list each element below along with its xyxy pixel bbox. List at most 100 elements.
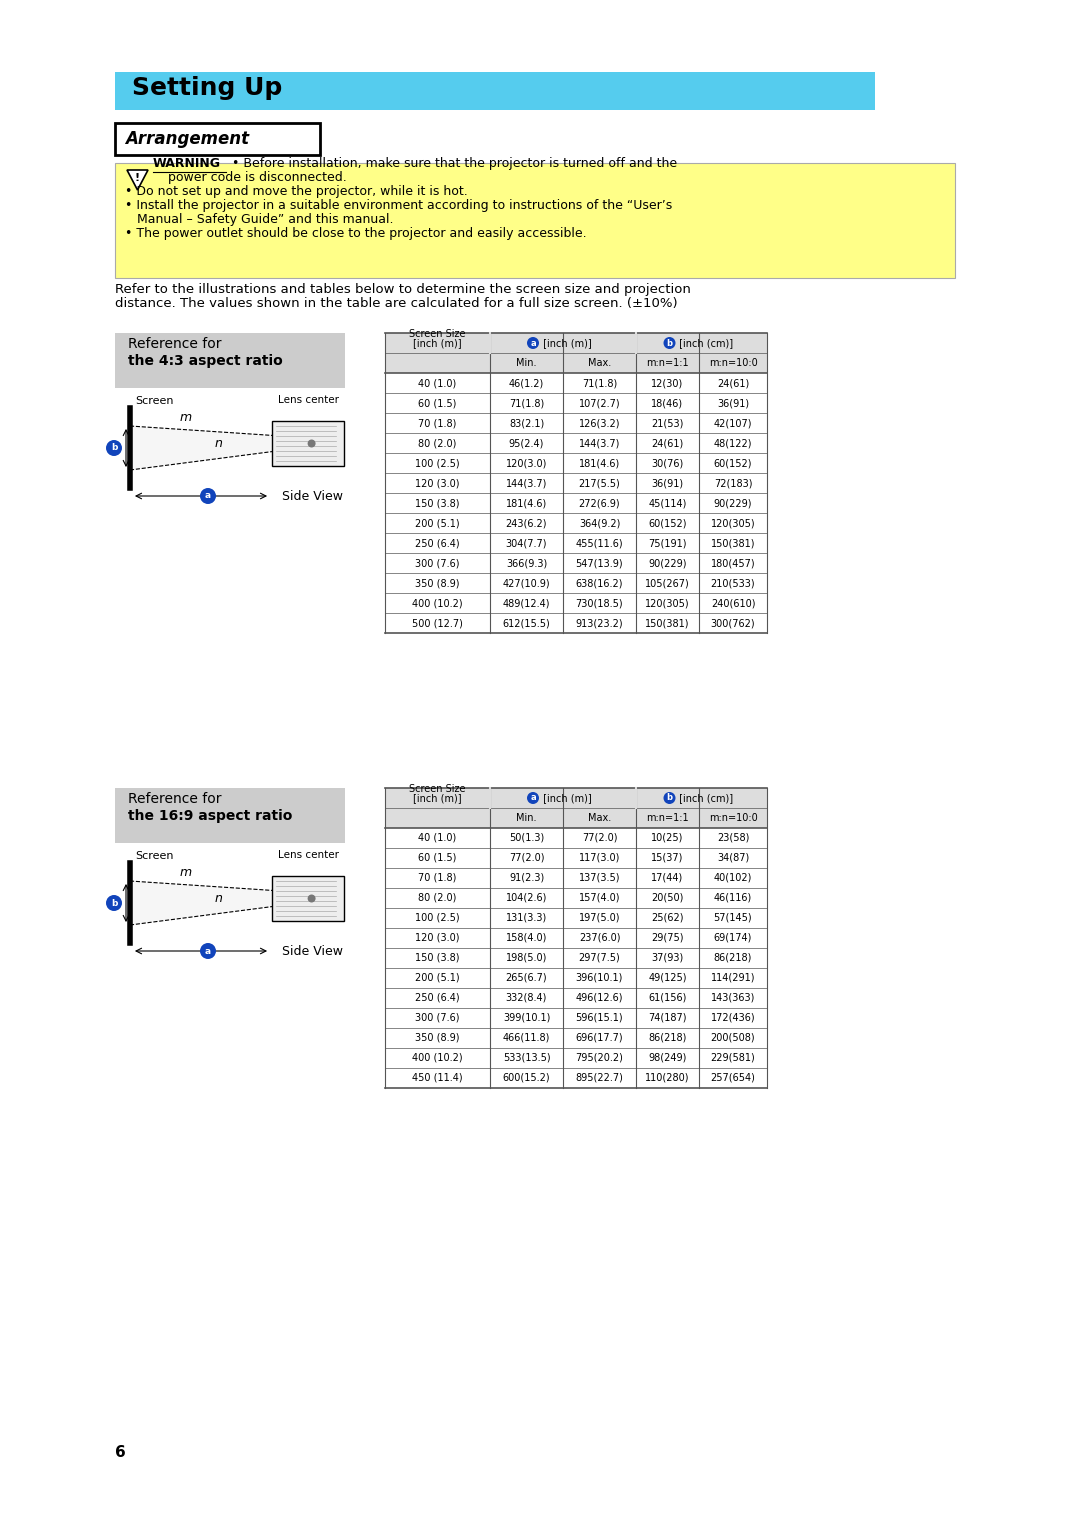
Text: n: n (215, 892, 222, 905)
Text: 455(11.6): 455(11.6) (576, 538, 623, 549)
Text: 72(183): 72(183) (714, 478, 753, 487)
Text: 157(4.0): 157(4.0) (579, 892, 620, 903)
Text: a: a (530, 793, 536, 802)
Text: m:n=1:1: m:n=1:1 (646, 813, 689, 824)
Text: 496(12.6): 496(12.6) (576, 993, 623, 1002)
Bar (114, 333, 345, 388)
Text: 60(152): 60(152) (648, 518, 687, 529)
Text: b: b (111, 443, 118, 452)
Text: 29(75): 29(75) (651, 934, 684, 943)
Text: 80 (2.0): 80 (2.0) (418, 892, 457, 903)
Bar (384, 452, 767, 474)
Text: [inch (m)]: [inch (m)] (414, 338, 462, 348)
Bar (384, 1068, 767, 1088)
Text: 20(50): 20(50) (651, 892, 684, 903)
Text: • Install the projector in a suitable environment according to instructions of t: • Install the projector in a suitable en… (125, 199, 672, 212)
Text: 181(4.6): 181(4.6) (505, 498, 548, 507)
Text: 40 (1.0): 40 (1.0) (418, 377, 457, 388)
Text: m:n=1:1: m:n=1:1 (646, 358, 689, 368)
Text: 18(46): 18(46) (651, 397, 684, 408)
Polygon shape (130, 882, 272, 924)
Text: 107(2.7): 107(2.7) (579, 397, 620, 408)
Text: 172(436): 172(436) (711, 1013, 755, 1024)
Text: 15(37): 15(37) (651, 853, 684, 863)
Text: 229(581): 229(581) (711, 1053, 755, 1063)
Text: 80 (2.0): 80 (2.0) (418, 439, 457, 448)
Circle shape (106, 440, 122, 455)
Bar (272, 876, 345, 921)
Text: 98(249): 98(249) (648, 1053, 687, 1063)
Text: 25(62): 25(62) (651, 914, 684, 923)
Text: Refer to the illustrations and tables below to determine the screen size and pro: Refer to the illustrations and tables be… (114, 283, 691, 296)
Text: 466(11.8): 466(11.8) (503, 1033, 550, 1044)
Text: 158(4.0): 158(4.0) (505, 934, 548, 943)
Text: 250 (6.4): 250 (6.4) (415, 993, 460, 1002)
Text: the 16:9 aspect ratio: the 16:9 aspect ratio (129, 808, 293, 824)
Circle shape (308, 894, 315, 903)
Text: 257(654): 257(654) (711, 1073, 755, 1083)
Text: 350 (8.9): 350 (8.9) (415, 578, 460, 588)
Bar (114, 72, 875, 110)
Text: 730(18.5): 730(18.5) (576, 597, 623, 608)
Text: 117(3.0): 117(3.0) (579, 853, 620, 863)
Text: 197(5.0): 197(5.0) (579, 914, 620, 923)
Text: m:n=10:0: m:n=10:0 (708, 813, 757, 824)
Text: 120 (3.0): 120 (3.0) (415, 478, 460, 487)
Text: 36(91): 36(91) (651, 478, 684, 487)
Text: 77(2.0): 77(2.0) (582, 833, 618, 843)
Text: 297(7.5): 297(7.5) (579, 953, 620, 963)
Text: 24(61): 24(61) (717, 377, 750, 388)
Text: 300 (7.6): 300 (7.6) (415, 1013, 460, 1024)
Text: 304(7.7): 304(7.7) (505, 538, 548, 549)
Text: Setting Up: Setting Up (132, 76, 282, 99)
Text: b: b (111, 898, 118, 908)
Text: 24(61): 24(61) (651, 439, 684, 448)
Bar (384, 969, 767, 989)
Circle shape (200, 943, 216, 960)
Text: 150(381): 150(381) (711, 538, 755, 549)
Text: 180(457): 180(457) (711, 558, 755, 568)
Text: Screen: Screen (135, 396, 174, 406)
Text: Max.: Max. (588, 813, 611, 824)
Bar (384, 393, 767, 413)
Text: 300 (7.6): 300 (7.6) (415, 558, 460, 568)
Bar (384, 848, 767, 868)
Text: 332(8.4): 332(8.4) (505, 993, 548, 1002)
Text: 91(2.3): 91(2.3) (509, 872, 544, 883)
Circle shape (308, 440, 315, 448)
Text: 95(2.4): 95(2.4) (509, 439, 544, 448)
Bar (384, 413, 767, 432)
Text: 200(508): 200(508) (711, 1033, 755, 1044)
Text: Arrangement: Arrangement (125, 130, 249, 148)
Text: Max.: Max. (588, 358, 611, 368)
Polygon shape (130, 426, 272, 471)
Bar (114, 122, 320, 154)
Text: 137(3.5): 137(3.5) (579, 872, 620, 883)
Text: [inch (m)]: [inch (m)] (540, 338, 592, 348)
Text: m: m (180, 411, 192, 423)
Bar (384, 373, 767, 393)
Text: m:n=10:0: m:n=10:0 (708, 358, 757, 368)
Bar (384, 1028, 767, 1048)
Text: 90(229): 90(229) (714, 498, 753, 507)
Text: 75(191): 75(191) (648, 538, 687, 549)
Text: 243(6.2): 243(6.2) (505, 518, 548, 529)
Text: 100 (2.5): 100 (2.5) (415, 458, 460, 468)
Text: 49(125): 49(125) (648, 973, 687, 983)
Text: 6: 6 (114, 1445, 125, 1459)
Text: 131(3.3): 131(3.3) (505, 914, 548, 923)
Bar (114, 788, 345, 843)
Text: 70 (1.8): 70 (1.8) (418, 419, 457, 428)
Text: 70 (1.8): 70 (1.8) (418, 872, 457, 883)
Text: • The power outlet should be close to the projector and easily accessible.: • The power outlet should be close to th… (125, 228, 586, 240)
Text: 86(218): 86(218) (714, 953, 752, 963)
Text: a: a (530, 339, 536, 347)
Text: 200 (5.1): 200 (5.1) (415, 973, 460, 983)
Text: 57(145): 57(145) (714, 914, 753, 923)
Text: 69(174): 69(174) (714, 934, 752, 943)
Text: distance. The values shown in the table are calculated for a full size screen. (: distance. The values shown in the table … (114, 296, 677, 310)
Text: 364(9.2): 364(9.2) (579, 518, 620, 529)
Text: 150(381): 150(381) (645, 617, 690, 628)
Text: 198(5.0): 198(5.0) (505, 953, 548, 963)
Text: 100 (2.5): 100 (2.5) (415, 914, 460, 923)
